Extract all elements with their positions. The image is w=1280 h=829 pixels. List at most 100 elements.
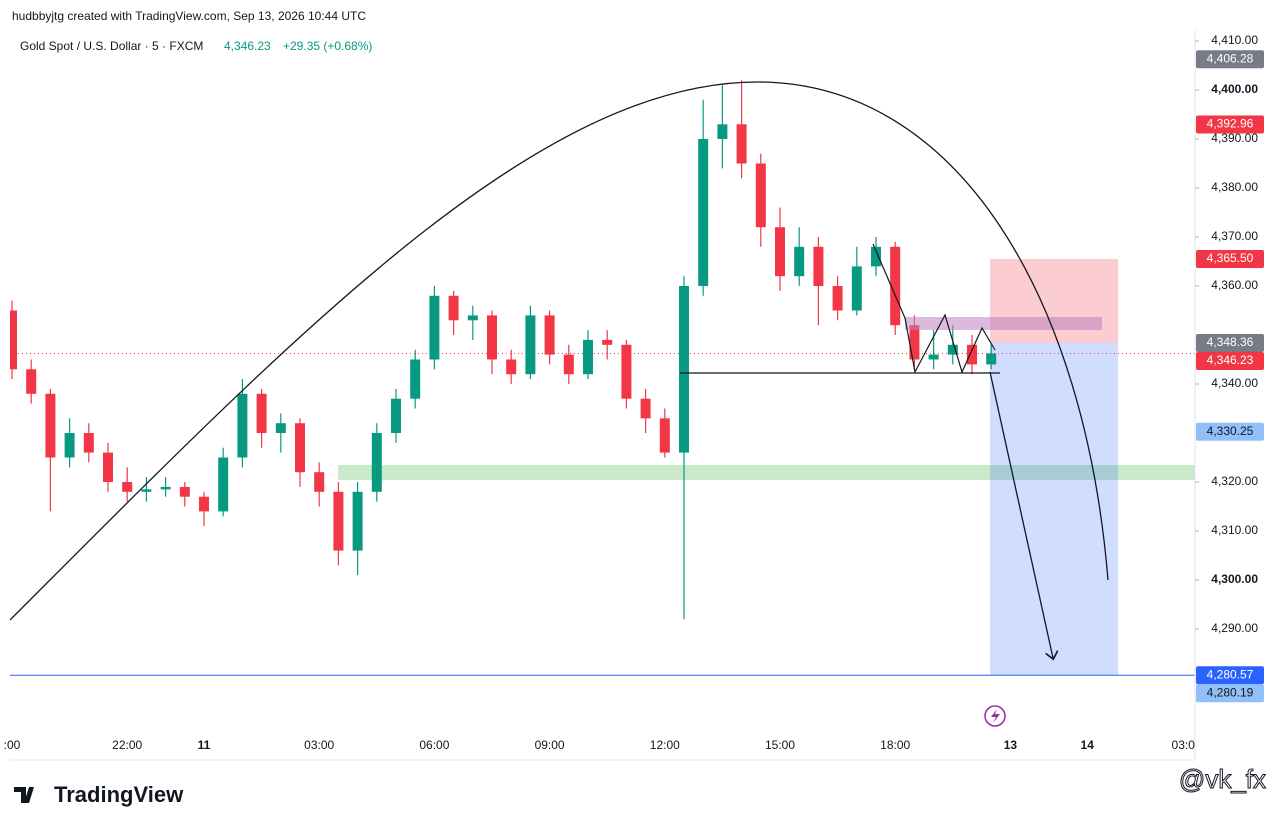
symbol-title: Gold Spot / U.S. Dollar · 5 · FXCM [20, 39, 203, 53]
candle-body [45, 393, 56, 458]
axes: 4,410.00 4,400.00 4,390.00 4,380.00 4,370.00… [4, 33, 1264, 752]
event-icon[interactable] [984, 705, 1006, 727]
price-label-box [1196, 334, 1264, 353]
candle-body [256, 393, 267, 434]
candle-body [371, 433, 382, 492]
x-tick-label: 09:00 [535, 738, 565, 752]
last-price: 4,346.23 [224, 39, 271, 53]
candle-body [621, 344, 632, 399]
candle-body [487, 315, 497, 360]
price-label-box [1196, 50, 1264, 69]
candle-body [544, 315, 555, 355]
x-tick-label: 15:00 [765, 738, 795, 752]
candle-body [909, 325, 920, 360]
price-label: 4,348.36 [1207, 335, 1254, 349]
candle-body [467, 315, 478, 321]
candle-body [775, 227, 785, 277]
y-tick-label: 4,410.00 [1211, 33, 1258, 47]
price-label: 4,346.23 [1207, 353, 1254, 367]
y-tick-label: 4,370.00 [1211, 229, 1258, 243]
candle-body [659, 418, 670, 453]
zigzag [872, 243, 996, 374]
price-label-box [1196, 422, 1264, 441]
candle-body [583, 339, 593, 375]
price-label: 4,365.50 [1207, 251, 1254, 265]
y-tick-label: 4,290.00 [1211, 621, 1258, 635]
candle-body [890, 246, 901, 326]
candle-body [602, 339, 613, 345]
candle-body [122, 482, 133, 492]
y-tick-label: 4,320.00 [1211, 474, 1258, 488]
x-tick-label: 06:00 [419, 738, 449, 752]
candle-body [871, 246, 881, 267]
price-label-box [1196, 684, 1264, 703]
y-tick-label: 4,340.00 [1211, 376, 1258, 390]
y-tick-label: 4,360.00 [1211, 278, 1258, 292]
price-label-box [1196, 115, 1264, 134]
arrow [989, 371, 1053, 658]
event-bolt [991, 709, 1000, 723]
candle-body [64, 433, 75, 458]
price-change: +29.35 (+0.68%) [283, 39, 372, 53]
plot-area [10, 259, 1195, 676]
price-label: 4,392.96 [1207, 117, 1254, 131]
candle-body [83, 433, 94, 453]
y-tick-label: 4,390.00 [1211, 131, 1258, 145]
support-zone [338, 465, 1195, 480]
candle-body [506, 359, 517, 375]
candle-body [947, 344, 958, 355]
candle-body [199, 496, 209, 512]
candle-body [928, 354, 939, 360]
candle-body [698, 138, 709, 286]
candle-body [717, 124, 728, 139]
x-tick-label: :00 [4, 738, 21, 752]
y-tick-label: 4,380.00 [1211, 180, 1258, 194]
candle-body [160, 486, 171, 490]
x-tick-label: 12:00 [650, 738, 680, 752]
candle-body [295, 423, 305, 473]
arc-drawing [10, 81, 1109, 621]
x-tick-label: 22:00 [112, 738, 142, 752]
price-label-box [1196, 666, 1264, 685]
price-label: 4,280.57 [1207, 667, 1254, 681]
target-zone [990, 343, 1118, 676]
candle-body [237, 393, 248, 458]
y-tick-label: 4,300.00 [1211, 572, 1258, 586]
candle-body [986, 353, 997, 365]
candle-body [813, 246, 824, 286]
x-tick-label: 13 [1004, 738, 1018, 752]
candle-body [851, 266, 862, 311]
candle-body [314, 472, 325, 492]
candle-body [679, 285, 689, 453]
x-tick-label: 18:00 [880, 738, 910, 752]
logo-mark [14, 787, 34, 803]
candle-body [448, 295, 459, 321]
x-tick-label: 14 [1081, 738, 1095, 752]
drawings [10, 81, 1109, 727]
candle-body [755, 163, 766, 228]
price-label: 4,330.25 [1207, 424, 1254, 438]
candle-body [179, 486, 190, 497]
resistance-zone [905, 317, 1102, 330]
candle-body [352, 491, 363, 551]
candle-body [391, 398, 401, 434]
candle-body [333, 491, 344, 551]
x-tick-label: 03:00 [304, 738, 334, 752]
watermark: @vk_fx [1179, 764, 1266, 794]
candle-body [218, 457, 229, 512]
x-tick-label: 03:0 [1172, 738, 1196, 752]
header: hudbbyjtg created with TradingView.com, … [12, 9, 366, 23]
x-tick-label: 11 [198, 738, 211, 752]
candle-body [794, 246, 805, 277]
y-tick-label: 4,400.00 [1211, 82, 1258, 96]
candle-body [275, 423, 286, 434]
candle-body [103, 452, 113, 483]
candle-body [832, 285, 843, 311]
candle-body [640, 398, 651, 419]
brand-logo: TradingView [14, 782, 184, 807]
candle-body [563, 354, 574, 375]
candle-body [10, 310, 17, 370]
